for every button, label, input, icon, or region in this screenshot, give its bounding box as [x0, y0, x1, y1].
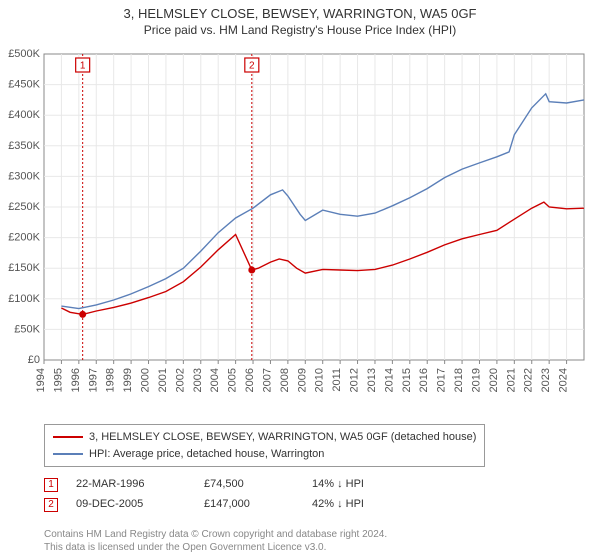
- svg-text:2013: 2013: [366, 368, 378, 392]
- transaction-diff-2: 42% ↓ HPI: [312, 495, 402, 515]
- legend-series-box: 3, HELMSLEY CLOSE, BEWSEY, WARRINGTON, W…: [44, 424, 485, 467]
- svg-text:1996: 1996: [70, 368, 82, 392]
- legend-row-subject: 3, HELMSLEY CLOSE, BEWSEY, WARRINGTON, W…: [53, 429, 476, 446]
- svg-text:2021: 2021: [505, 368, 517, 392]
- transaction-price-2: £147,000: [204, 495, 294, 515]
- chart-container: 3, HELMSLEY CLOSE, BEWSEY, WARRINGTON, W…: [0, 0, 600, 560]
- svg-text:2022: 2022: [523, 368, 535, 392]
- svg-text:£150K: £150K: [8, 262, 40, 274]
- svg-text:2007: 2007: [261, 368, 273, 392]
- svg-text:2005: 2005: [227, 368, 239, 392]
- transaction-row-2: 2 09-DEC-2005 £147,000 42% ↓ HPI: [44, 495, 564, 515]
- svg-text:2002: 2002: [174, 368, 186, 392]
- svg-text:1: 1: [80, 61, 86, 72]
- svg-text:£500K: £500K: [8, 48, 40, 60]
- transaction-marker-1: 1: [44, 478, 58, 492]
- legend-label-hpi: HPI: Average price, detached house, Warr…: [89, 446, 324, 463]
- title-subtitle: Price paid vs. HM Land Registry's House …: [0, 23, 600, 37]
- attribution-line1: Contains HM Land Registry data © Crown c…: [44, 528, 387, 541]
- svg-text:£250K: £250K: [8, 201, 40, 213]
- svg-text:2018: 2018: [453, 368, 465, 392]
- svg-text:2015: 2015: [401, 368, 413, 392]
- svg-text:1998: 1998: [105, 368, 117, 392]
- svg-text:2004: 2004: [209, 368, 221, 392]
- svg-text:2008: 2008: [279, 368, 291, 392]
- svg-text:£200K: £200K: [8, 232, 40, 244]
- transaction-marker-2-num: 2: [48, 496, 54, 514]
- legend-swatch-subject: [53, 436, 83, 438]
- legend-label-subject: 3, HELMSLEY CLOSE, BEWSEY, WARRINGTON, W…: [89, 429, 476, 446]
- transaction-date-1: 22-MAR-1996: [76, 475, 186, 495]
- svg-text:£350K: £350K: [8, 140, 40, 152]
- attribution-line2: This data is licensed under the Open Gov…: [44, 541, 387, 554]
- transaction-marker-1-num: 1: [48, 476, 54, 494]
- chart-area: £0 £50K £100K £150K £200K £250K £300K £350K £400…: [0, 46, 600, 416]
- svg-text:£400K: £400K: [8, 109, 40, 121]
- transaction-table: 1 22-MAR-1996 £74,500 14% ↓ HPI 2 09-DEC…: [44, 475, 564, 515]
- svg-text:2011: 2011: [331, 368, 343, 392]
- svg-text:1997: 1997: [87, 368, 99, 392]
- svg-text:2003: 2003: [192, 368, 204, 392]
- svg-text:2010: 2010: [314, 368, 326, 392]
- titles-block: 3, HELMSLEY CLOSE, BEWSEY, WARRINGTON, W…: [0, 0, 600, 37]
- svg-text:£100K: £100K: [8, 293, 40, 305]
- svg-text:£0: £0: [28, 354, 40, 366]
- attribution: Contains HM Land Registry data © Crown c…: [44, 528, 387, 554]
- svg-text:2014: 2014: [383, 368, 395, 392]
- svg-text:2009: 2009: [296, 368, 308, 392]
- line-chart: £0 £50K £100K £150K £200K £250K £300K £350K £400…: [0, 46, 600, 416]
- legend: 3, HELMSLEY CLOSE, BEWSEY, WARRINGTON, W…: [44, 424, 564, 515]
- svg-text:2020: 2020: [488, 368, 500, 392]
- svg-text:1999: 1999: [122, 368, 134, 392]
- svg-text:2019: 2019: [470, 368, 482, 392]
- transaction-marker-2: 2: [44, 498, 58, 512]
- transaction-price-1: £74,500: [204, 475, 294, 495]
- transaction-date-2: 09-DEC-2005: [76, 495, 186, 515]
- svg-text:2016: 2016: [418, 368, 430, 392]
- svg-text:2: 2: [249, 61, 255, 72]
- transaction-diff-1: 14% ↓ HPI: [312, 475, 402, 495]
- transaction-row-1: 1 22-MAR-1996 £74,500 14% ↓ HPI: [44, 475, 564, 495]
- svg-text:£50K: £50K: [14, 323, 40, 335]
- legend-row-hpi: HPI: Average price, detached house, Warr…: [53, 446, 476, 463]
- legend-swatch-hpi: [53, 453, 83, 455]
- svg-text:2017: 2017: [436, 368, 448, 392]
- svg-text:2000: 2000: [140, 368, 152, 392]
- svg-text:£300K: £300K: [8, 170, 40, 182]
- svg-text:1994: 1994: [35, 368, 47, 392]
- title-address: 3, HELMSLEY CLOSE, BEWSEY, WARRINGTON, W…: [0, 6, 600, 21]
- svg-text:2006: 2006: [244, 368, 256, 392]
- svg-text:2023: 2023: [540, 368, 552, 392]
- svg-text:2024: 2024: [558, 368, 570, 392]
- svg-text:£450K: £450K: [8, 79, 40, 91]
- svg-text:1995: 1995: [52, 368, 64, 392]
- svg-text:2012: 2012: [349, 368, 361, 392]
- svg-text:2001: 2001: [157, 368, 169, 392]
